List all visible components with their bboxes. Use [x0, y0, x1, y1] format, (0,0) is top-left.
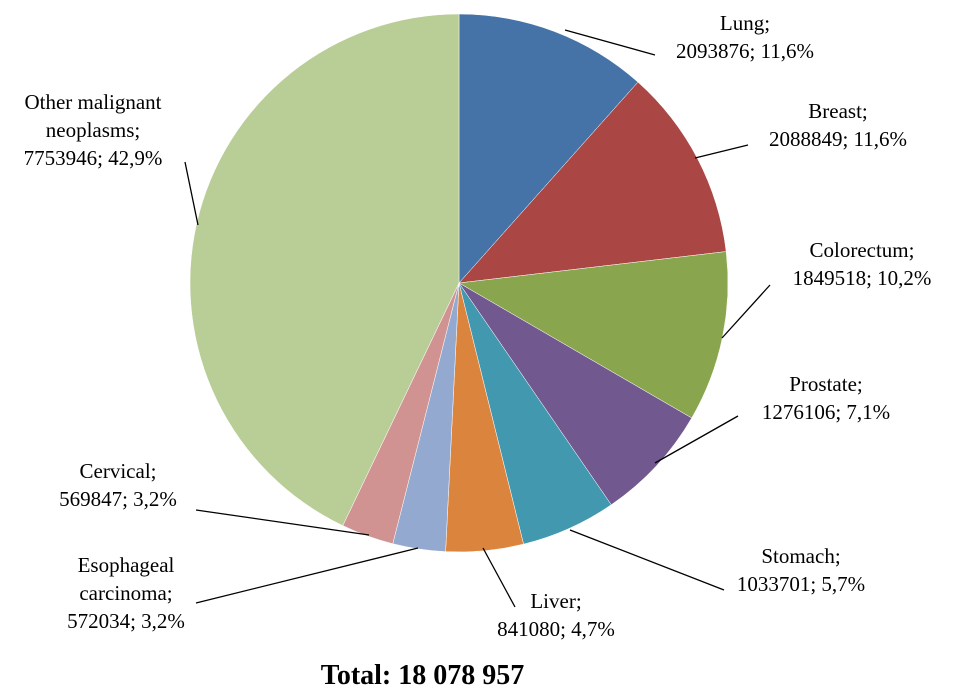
data-label-line: carcinoma; [79, 581, 172, 605]
leader-line [569, 529, 725, 591]
leader-line [482, 547, 516, 608]
data-label-line: 569847; 3,2% [59, 487, 177, 511]
slice-labels: Lung; 2093876; 11,6% Breast; 2088849; 11,6%… [24, 11, 932, 641]
pie-slice-prostate [458, 282, 693, 506]
data-label-line: 1033701; 5,7% [737, 572, 865, 596]
data-label-line: 7753946; 42,9% [24, 146, 163, 170]
chart-total: Total: 18 078 957 [320, 660, 525, 691]
pie-slice-breast [458, 81, 727, 284]
data-label-stomach: Stomach; 1033701; 5,7% [737, 544, 865, 596]
data-label-esophageal-carcinoma: Esophageal carcinoma; 572034; 3,2% [67, 553, 185, 633]
data-label-line: 572034; 3,2% [67, 609, 185, 633]
data-label-other-malignant-neoplasms: Other malignant neoplasms; 7753946; 42,9% [24, 90, 163, 170]
data-label-line: Liver; [530, 589, 581, 613]
data-label-prostate: Prostate; 1276106; 7,1% [762, 372, 890, 424]
leader-lines [184, 29, 771, 608]
data-label-line: 1849518; 10,2% [793, 266, 932, 290]
data-label-line: neoplasms; [46, 118, 141, 142]
data-label-line: 2088849; 11,6% [769, 127, 907, 151]
data-label-line: Prostate; [789, 372, 863, 396]
data-label-colorectum: Colorectum; 1849518; 10,2% [793, 238, 932, 290]
pie-slice-lung [458, 13, 639, 284]
data-label-line: Cervical; [80, 459, 157, 483]
leader-line [564, 29, 656, 56]
data-label-line: 1276106; 7,1% [762, 400, 890, 424]
data-label-line: Colorectum; [810, 238, 915, 262]
leader-line [195, 547, 419, 604]
data-label-line: 841080; 4,7% [497, 617, 615, 641]
data-label-line: Lung; [720, 11, 770, 35]
pie-slice-other-malignant-neoplasms [189, 13, 460, 526]
leader-line [721, 284, 771, 339]
pie-slices [189, 13, 729, 553]
data-label-lung: Lung; 2093876; 11,6% [676, 11, 814, 63]
data-label-line: Other malignant [24, 90, 161, 114]
data-label-breast: Breast; 2088849; 11,6% [769, 99, 907, 151]
data-label-line: 2093876; 11,6% [676, 39, 814, 63]
data-label-line: Breast; [808, 99, 867, 123]
data-label-cervical: Cervical; 569847; 3,2% [59, 459, 177, 511]
leader-line [195, 509, 370, 536]
leader-line [654, 415, 739, 464]
data-label-liver: Liver; 841080; 4,7% [497, 589, 615, 641]
data-label-line: Stomach; [761, 544, 840, 568]
data-label-line: Esophageal [78, 553, 175, 577]
leader-line [184, 161, 199, 226]
leader-line [694, 144, 749, 159]
